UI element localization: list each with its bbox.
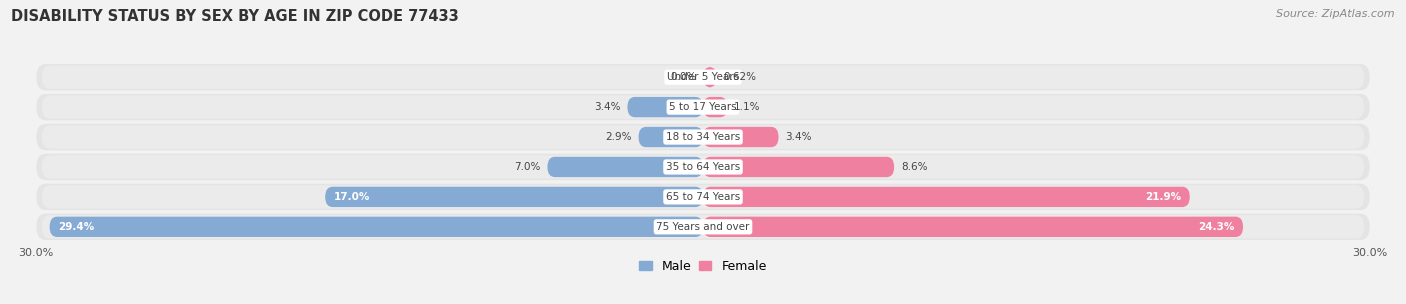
Text: 3.4%: 3.4% bbox=[785, 132, 811, 142]
Text: 21.9%: 21.9% bbox=[1144, 192, 1181, 202]
FancyBboxPatch shape bbox=[638, 127, 703, 147]
Text: 65 to 74 Years: 65 to 74 Years bbox=[666, 192, 740, 202]
FancyBboxPatch shape bbox=[627, 97, 703, 117]
FancyBboxPatch shape bbox=[42, 155, 1364, 179]
FancyBboxPatch shape bbox=[703, 67, 717, 87]
FancyBboxPatch shape bbox=[49, 217, 703, 237]
FancyBboxPatch shape bbox=[37, 64, 1369, 90]
Text: 35 to 64 Years: 35 to 64 Years bbox=[666, 162, 740, 172]
Text: 18 to 34 Years: 18 to 34 Years bbox=[666, 132, 740, 142]
Text: 30.0%: 30.0% bbox=[1353, 248, 1388, 258]
Text: 30.0%: 30.0% bbox=[18, 248, 53, 258]
FancyBboxPatch shape bbox=[42, 125, 1364, 149]
FancyBboxPatch shape bbox=[37, 214, 1369, 240]
Text: Under 5 Years: Under 5 Years bbox=[666, 72, 740, 82]
FancyBboxPatch shape bbox=[42, 185, 1364, 209]
FancyBboxPatch shape bbox=[703, 127, 779, 147]
Text: 1.1%: 1.1% bbox=[734, 102, 761, 112]
Text: DISABILITY STATUS BY SEX BY AGE IN ZIP CODE 77433: DISABILITY STATUS BY SEX BY AGE IN ZIP C… bbox=[11, 9, 458, 24]
FancyBboxPatch shape bbox=[547, 157, 703, 177]
Text: 75 Years and over: 75 Years and over bbox=[657, 222, 749, 232]
Text: 2.9%: 2.9% bbox=[606, 132, 631, 142]
FancyBboxPatch shape bbox=[703, 217, 1243, 237]
Text: 29.4%: 29.4% bbox=[59, 222, 94, 232]
Text: 5 to 17 Years: 5 to 17 Years bbox=[669, 102, 737, 112]
Text: 3.4%: 3.4% bbox=[595, 102, 621, 112]
FancyBboxPatch shape bbox=[37, 154, 1369, 180]
FancyBboxPatch shape bbox=[37, 184, 1369, 210]
Text: 0.0%: 0.0% bbox=[671, 72, 696, 82]
FancyBboxPatch shape bbox=[42, 95, 1364, 119]
FancyBboxPatch shape bbox=[703, 187, 1189, 207]
FancyBboxPatch shape bbox=[703, 97, 727, 117]
Text: Source: ZipAtlas.com: Source: ZipAtlas.com bbox=[1277, 9, 1395, 19]
Text: 17.0%: 17.0% bbox=[335, 192, 370, 202]
Text: 0.62%: 0.62% bbox=[724, 72, 756, 82]
Legend: Male, Female: Male, Female bbox=[634, 255, 772, 278]
FancyBboxPatch shape bbox=[42, 215, 1364, 239]
Text: 24.3%: 24.3% bbox=[1198, 222, 1234, 232]
FancyBboxPatch shape bbox=[703, 157, 894, 177]
FancyBboxPatch shape bbox=[42, 65, 1364, 89]
Text: 7.0%: 7.0% bbox=[515, 162, 541, 172]
Text: 8.6%: 8.6% bbox=[901, 162, 928, 172]
FancyBboxPatch shape bbox=[37, 94, 1369, 120]
FancyBboxPatch shape bbox=[325, 187, 703, 207]
FancyBboxPatch shape bbox=[37, 124, 1369, 150]
